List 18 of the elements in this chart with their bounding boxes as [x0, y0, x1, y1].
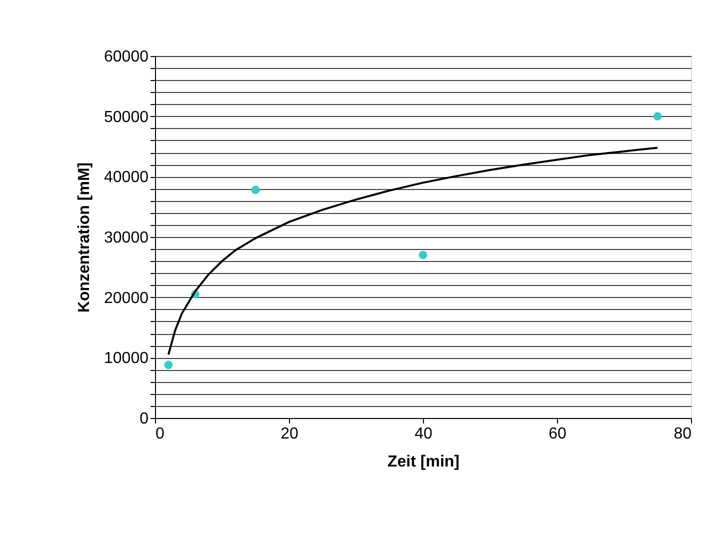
x-tick-label: 40 — [414, 426, 432, 442]
point — [653, 112, 662, 121]
x-tick-label: 0 — [156, 426, 164, 442]
y-tick-label: 60000 — [104, 48, 149, 66]
y-tick-label: 50000 — [104, 108, 149, 126]
y-axis-title: Konzentration [mM] — [76, 162, 94, 313]
x-tick-label: 20 — [280, 426, 298, 442]
y-tick-label: 10000 — [104, 350, 149, 368]
y-tick-label: 20000 — [104, 290, 149, 307]
x-tick-label: 60 — [548, 426, 566, 442]
point — [251, 186, 260, 194]
point — [418, 250, 428, 260]
x-axis-title: Zeit [min] — [388, 454, 460, 470]
y-tick-label: 30000 — [104, 230, 149, 246]
y-tick-label: 40000 — [104, 169, 149, 186]
y-tick-label: 0 — [140, 410, 149, 428]
x-tick-label: 80 — [674, 426, 692, 442]
point — [164, 360, 173, 370]
